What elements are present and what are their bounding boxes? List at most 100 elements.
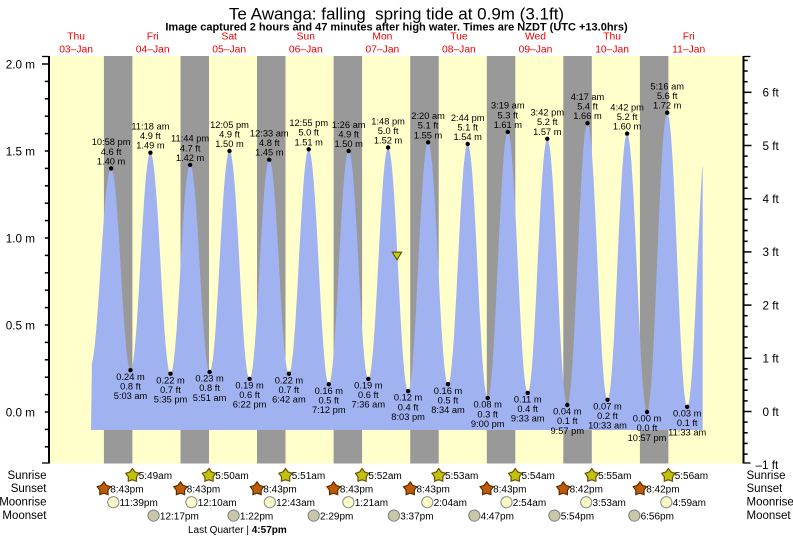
svg-text:1.50 m: 1.50 m <box>334 139 363 149</box>
svg-text:9:57 pm: 9:57 pm <box>551 426 585 436</box>
svg-text:8:34 am: 8:34 am <box>431 405 465 415</box>
svg-text:3:42 pm: 3:42 pm <box>531 108 565 118</box>
svg-text:0.03 m: 0.03 m <box>673 408 702 418</box>
svg-text:0.6 ft: 0.6 ft <box>358 390 379 400</box>
svg-text:2.0 m: 2.0 m <box>6 58 35 71</box>
svg-text:12:55 pm: 12:55 pm <box>289 118 328 128</box>
svg-text:11:39pm: 11:39pm <box>120 498 158 509</box>
svg-text:10:33 am: 10:33 am <box>588 421 627 431</box>
svg-text:1:22pm: 1:22pm <box>240 511 273 522</box>
svg-text:5:55am: 5:55am <box>598 471 631 482</box>
svg-text:6 ft: 6 ft <box>763 87 780 100</box>
svg-text:1.40 m: 1.40 m <box>97 156 126 166</box>
svg-text:6:56pm: 6:56pm <box>641 511 674 522</box>
svg-text:11:44 pm: 11:44 pm <box>171 134 209 144</box>
svg-text:0.1 ft: 0.1 ft <box>557 416 578 426</box>
svg-text:1.5 m: 1.5 m <box>6 145 35 158</box>
svg-text:12:17pm: 12:17pm <box>160 511 199 522</box>
svg-text:0.5 ft: 0.5 ft <box>318 395 339 405</box>
svg-text:0.19 m: 0.19 m <box>235 381 264 391</box>
svg-text:10–Jan: 10–Jan <box>595 44 629 55</box>
svg-text:04–Jan: 04–Jan <box>136 44 170 55</box>
svg-text:08–Jan: 08–Jan <box>442 44 476 55</box>
svg-text:5.1 ft: 5.1 ft <box>457 122 478 132</box>
svg-text:5:52am: 5:52am <box>368 471 401 482</box>
svg-text:5:03 am: 5:03 am <box>114 391 148 401</box>
svg-text:0.4 ft: 0.4 ft <box>517 404 538 414</box>
svg-text:3 ft: 3 ft <box>763 246 780 259</box>
svg-text:5.0 ft: 5.0 ft <box>298 128 319 138</box>
svg-text:1.66 m: 1.66 m <box>573 111 602 121</box>
svg-text:3:37pm: 3:37pm <box>400 511 433 522</box>
svg-text:06–Jan: 06–Jan <box>289 44 323 55</box>
svg-text:Moonset: Moonset <box>2 510 47 522</box>
svg-text:0 ft: 0 ft <box>763 406 780 419</box>
svg-text:0.00 m: 0.00 m <box>633 414 662 424</box>
svg-text:0.5 m: 0.5 m <box>6 319 35 332</box>
svg-text:0.22 m: 0.22 m <box>275 375 304 385</box>
svg-text:2:29pm: 2:29pm <box>320 511 353 522</box>
svg-text:10:57 pm: 10:57 pm <box>628 433 667 443</box>
svg-text:8:43pm: 8:43pm <box>263 484 296 495</box>
svg-text:07–Jan: 07–Jan <box>366 44 400 55</box>
svg-text:10:58 pm: 10:58 pm <box>92 137 131 147</box>
svg-text:7:36 am: 7:36 am <box>352 400 386 410</box>
svg-text:5.4 ft: 5.4 ft <box>577 102 598 112</box>
svg-text:4.9 ft: 4.9 ft <box>219 129 240 139</box>
svg-text:1:21am: 1:21am <box>355 498 388 509</box>
svg-text:9:00 pm: 9:00 pm <box>471 419 505 429</box>
svg-text:1.51 m: 1.51 m <box>294 137 323 147</box>
svg-text:0.08 m: 0.08 m <box>473 400 502 410</box>
svg-text:1.0 m: 1.0 m <box>6 232 35 245</box>
svg-text:0.8 ft: 0.8 ft <box>120 381 141 391</box>
svg-text:5:49am: 5:49am <box>139 471 172 482</box>
svg-text:0.12 m: 0.12 m <box>394 393 423 403</box>
svg-text:Fri: Fri <box>683 32 695 43</box>
svg-text:5.6 ft: 5.6 ft <box>657 91 678 101</box>
svg-text:9:33 am: 9:33 am <box>511 414 545 424</box>
svg-text:3:19 am: 3:19 am <box>491 101 525 111</box>
svg-text:4.8 ft: 4.8 ft <box>259 138 280 148</box>
svg-text:0.11 m: 0.11 m <box>514 395 542 405</box>
svg-text:12:43am: 12:43am <box>276 498 315 509</box>
svg-text:5.1 ft: 5.1 ft <box>418 121 439 131</box>
svg-text:03–Jan: 03–Jan <box>59 44 93 55</box>
svg-text:–1 ft: –1 ft <box>756 459 779 472</box>
svg-text:5:51am: 5:51am <box>292 471 325 482</box>
svg-text:5:53am: 5:53am <box>445 471 478 482</box>
svg-text:5.3 ft: 5.3 ft <box>497 110 518 120</box>
svg-text:4:17 am: 4:17 am <box>571 92 605 102</box>
svg-text:0.19 m: 0.19 m <box>354 381 383 391</box>
svg-text:4.9 ft: 4.9 ft <box>140 131 161 141</box>
svg-text:1.50 m: 1.50 m <box>215 139 244 149</box>
svg-text:09–Jan: 09–Jan <box>519 44 553 55</box>
svg-text:11–Jan: 11–Jan <box>672 44 705 55</box>
svg-text:0.16 m: 0.16 m <box>434 386 463 396</box>
svg-text:Sun: Sun <box>297 32 316 43</box>
svg-text:Sunrise: Sunrise <box>8 470 47 482</box>
svg-text:0.2 ft: 0.2 ft <box>597 411 618 421</box>
svg-text:0.5 ft: 0.5 ft <box>438 395 459 405</box>
svg-text:11:33 am: 11:33 am <box>668 428 706 438</box>
svg-text:0.8 ft: 0.8 ft <box>199 383 220 393</box>
svg-text:Last Quarter | 4:57pm: Last Quarter | 4:57pm <box>188 525 287 536</box>
svg-text:Moonrise: Moonrise <box>747 497 793 509</box>
svg-text:0.24 m: 0.24 m <box>116 372 145 382</box>
svg-text:1 ft: 1 ft <box>763 353 780 366</box>
svg-text:0.0 ft: 0.0 ft <box>637 423 658 433</box>
svg-text:5:16 am: 5:16 am <box>650 82 684 92</box>
svg-text:1:26 am: 1:26 am <box>332 120 366 130</box>
svg-text:Thu: Thu <box>67 32 85 43</box>
svg-text:8:43pm: 8:43pm <box>110 484 143 495</box>
svg-text:1.45 m: 1.45 m <box>255 148 284 158</box>
svg-text:Sat: Sat <box>221 32 237 43</box>
svg-text:0.22 m: 0.22 m <box>156 375 185 385</box>
svg-text:8:42pm: 8:42pm <box>646 484 679 495</box>
svg-text:4.9 ft: 4.9 ft <box>338 129 359 139</box>
svg-text:4.6 ft: 4.6 ft <box>101 147 122 157</box>
svg-text:0.7 ft: 0.7 ft <box>279 385 300 395</box>
svg-text:6:42 am: 6:42 am <box>272 395 306 405</box>
svg-text:11:18 am: 11:18 am <box>131 122 169 132</box>
svg-text:1:48 pm: 1:48 pm <box>371 116 405 126</box>
svg-text:12:10am: 12:10am <box>198 498 237 509</box>
